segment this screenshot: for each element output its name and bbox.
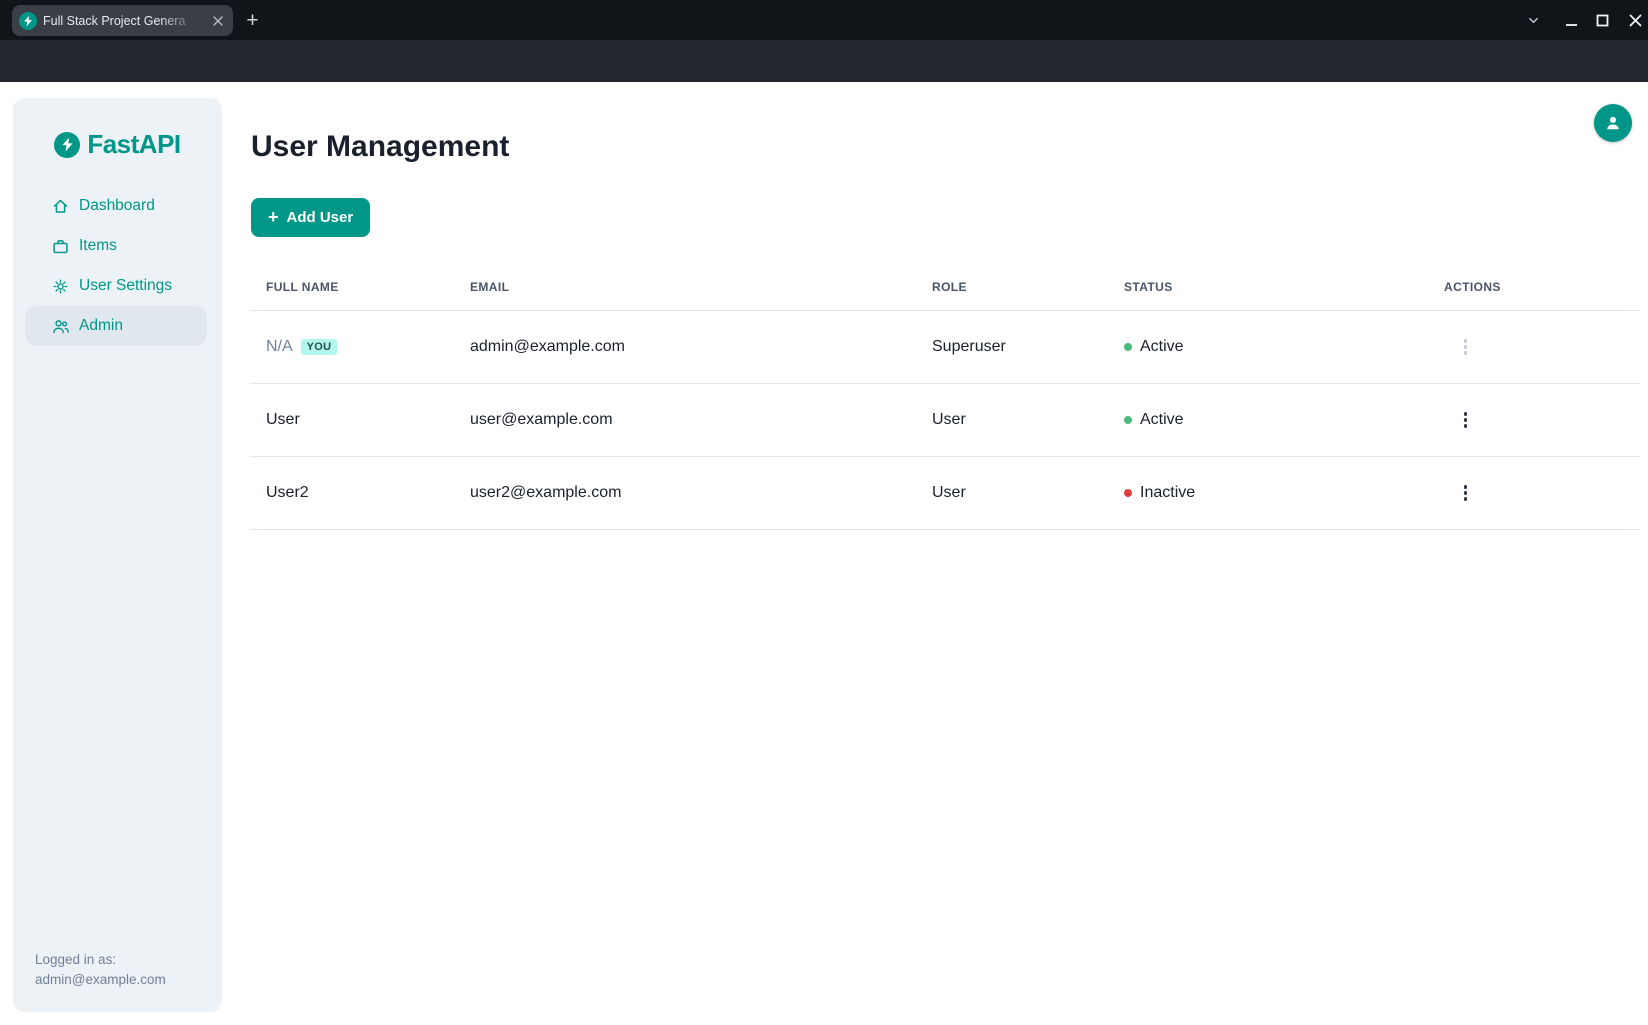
plus-icon: + — [268, 207, 279, 227]
browser-tab-bar: Full Stack Project Genera + — [0, 0, 1648, 40]
cell-actions — [1428, 311, 1640, 383]
status-dot-active — [1124, 343, 1132, 351]
cell-role: User — [932, 411, 966, 428]
add-user-button[interactable]: + Add User — [251, 198, 371, 237]
sidebar-item-user-settings[interactable]: User Settings — [25, 266, 207, 306]
tab-search-chevron-icon[interactable] — [1521, 8, 1545, 32]
row-actions-menu-button[interactable] — [1449, 477, 1482, 510]
sidebar-item-label: Items — [79, 237, 117, 254]
status-dot-inactive — [1124, 489, 1132, 497]
cell-status: Active — [1108, 384, 1428, 456]
row-actions-menu-button[interactable] — [1449, 331, 1482, 364]
tab-title: Full Stack Project Genera — [43, 13, 186, 28]
cell-actions — [1428, 457, 1640, 529]
fastapi-logo[interactable]: FastAPI — [13, 98, 222, 160]
browser-toolbar: i localhost/admin — [0, 40, 1648, 118]
you-badge: YOU — [300, 339, 338, 355]
cell-email: user@example.com — [470, 411, 613, 428]
window-close-button[interactable] — [1623, 8, 1647, 32]
page-content: FastAPI Dashboard Items User Settings — [0, 82, 1648, 1025]
browser-tab[interactable]: Full Stack Project Genera — [12, 5, 233, 36]
sidebar-item-label: Dashboard — [79, 197, 155, 214]
cell-status: Active — [1108, 311, 1428, 383]
sidebar-item-items[interactable]: Items — [25, 226, 207, 266]
fastapi-logo-icon — [54, 131, 81, 158]
cell-email: admin@example.com — [470, 338, 625, 355]
logged-in-label: Logged in as: — [35, 952, 117, 967]
user-avatar-icon — [1602, 112, 1624, 134]
col-header-actions: ACTIONS — [1444, 279, 1501, 294]
fastapi-logo-text: FastAPI — [87, 129, 181, 159]
sidebar-item-dashboard[interactable]: Dashboard — [25, 186, 207, 226]
sidebar: FastAPI Dashboard Items User Settings — [13, 98, 222, 1012]
sidebar-item-admin[interactable]: Admin — [25, 306, 207, 346]
cell-actions — [1428, 384, 1640, 456]
briefcase-icon — [52, 238, 69, 255]
cell-status: Inactive — [1108, 457, 1428, 529]
col-header-email: EMAIL — [470, 279, 510, 294]
cell-full-name: N/A YOU — [250, 311, 454, 383]
window-minimize-button[interactable] — [1559, 8, 1583, 32]
home-icon — [52, 198, 69, 215]
status-dot-active — [1124, 416, 1132, 424]
tab-close-icon[interactable] — [210, 13, 226, 29]
cell-role: Superuser — [932, 338, 1006, 355]
add-user-label: Add User — [286, 209, 354, 226]
logged-in-email: admin@example.com — [35, 972, 166, 987]
table-row: User user@example.com User Active — [250, 384, 1640, 457]
fastapi-favicon — [19, 11, 37, 30]
cell-full-name: User — [266, 411, 300, 428]
users-icon — [52, 318, 69, 335]
table-header-row: FULL NAME EMAIL ROLE STATUS ACTIONS — [250, 263, 1640, 311]
table-row: User2 user2@example.com User Inactive — [250, 457, 1640, 530]
page-title: User Management — [251, 130, 510, 163]
col-header-full-name: FULL NAME — [266, 279, 339, 294]
sidebar-item-label: Admin — [79, 317, 123, 334]
sidebar-item-label: User Settings — [79, 277, 173, 294]
cell-email: user2@example.com — [470, 484, 622, 501]
cell-full-name: User2 — [266, 484, 309, 501]
window-maximize-button[interactable] — [1590, 8, 1614, 32]
gear-icon — [52, 278, 69, 295]
sidebar-nav: Dashboard Items User Settings Admin — [13, 186, 222, 346]
new-tab-button[interactable]: + — [246, 9, 259, 32]
col-header-status: STATUS — [1124, 279, 1173, 294]
user-menu-button[interactable] — [1594, 104, 1632, 142]
table-row: N/A YOU admin@example.com Superuser Acti… — [250, 311, 1640, 384]
cell-role: User — [932, 484, 966, 501]
users-table: FULL NAME EMAIL ROLE STATUS ACTIONS N/A … — [250, 263, 1640, 530]
col-header-role: ROLE — [932, 279, 967, 294]
logged-in-info: Logged in as: admin@example.com — [35, 950, 166, 990]
row-actions-menu-button[interactable] — [1449, 404, 1482, 437]
